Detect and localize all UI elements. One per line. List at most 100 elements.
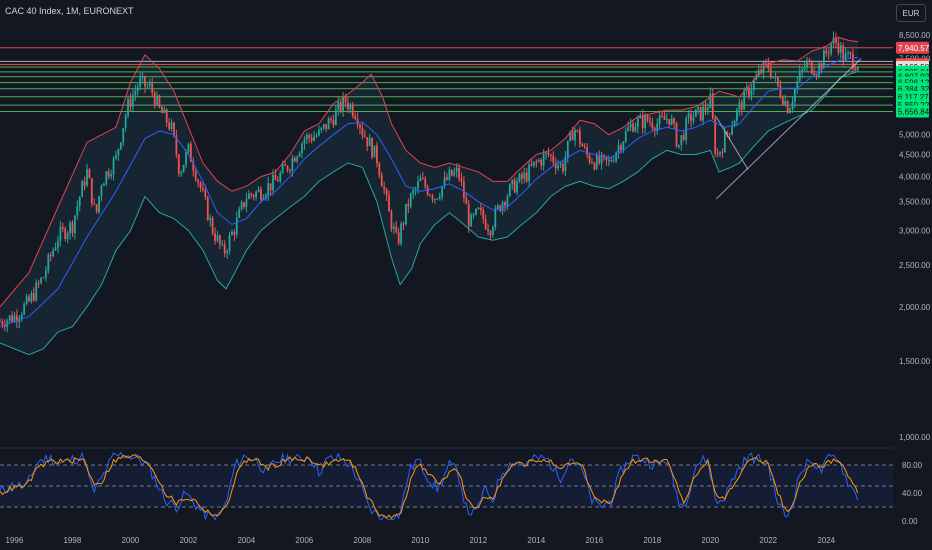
candle-body [847,52,849,54]
candle-body [378,163,381,176]
candle-body [189,143,192,163]
candle-body [397,232,400,244]
candle-body [641,115,644,128]
candle-body [562,163,564,172]
candle-body [436,198,439,200]
rsi-y-tick-label: 40.00 [902,489,923,498]
candle-body [286,165,289,171]
candle-body [508,184,511,197]
candle-body [115,155,117,159]
candle-body [395,226,398,233]
candle-body [52,250,55,256]
level-label-box-0 [896,41,929,54]
candle-body [42,277,45,279]
candle-body [173,122,175,136]
candle-body [612,160,615,162]
candle-body [30,293,33,302]
y-tick-label: 1,500.00 [899,357,931,366]
candle-body [496,205,499,209]
candle-body [255,191,258,198]
candle-body [835,37,837,43]
candle-body [20,314,23,319]
candle-body [656,123,659,132]
candle-body [310,137,313,141]
candle-body [803,67,806,70]
candle-body [692,117,695,121]
candle-body [16,315,18,322]
candle-body [583,146,586,148]
candle-body [762,61,765,73]
candle-body [276,180,279,182]
candle-body [88,169,91,179]
candle-body [794,89,796,102]
symbol-title: CAC 40 Index, 1M, EURONEXT [5,6,134,16]
candle-body [252,195,255,198]
candle-body [107,171,110,177]
candle-body [245,198,248,207]
candle-body [506,196,509,206]
candle-body [211,218,214,234]
candle-body [557,165,560,169]
candle-body [368,138,371,147]
candle-body [102,183,105,186]
candle-body [443,177,446,187]
candle-body [293,158,296,162]
candle-body [400,223,402,244]
candle-body [412,190,415,194]
candle-body [105,171,108,184]
candle-body [462,181,465,199]
candle-body [83,181,86,186]
bollinger-basis-line [0,56,859,328]
candle-body [525,172,528,182]
candle-body [228,235,231,252]
candle-body [66,233,69,239]
candle-body [820,63,823,69]
candle-body [419,178,422,182]
candle-body [487,228,489,232]
candle-body [784,101,787,105]
trendline-1 [715,116,749,170]
candle-body [344,96,347,103]
rsi-series-0 [0,451,859,521]
candle-body [151,83,154,93]
candle-body [250,193,253,196]
candle-body [112,158,115,175]
candle-body [182,164,185,173]
candle-body [680,135,683,145]
candle-body [434,199,436,201]
candle-body [504,202,506,206]
candle-body [484,219,487,229]
candle-body [685,118,688,141]
candle-body [673,118,675,124]
candle-body [334,109,337,126]
candle-body [37,282,40,284]
candle-body [231,231,233,236]
candle-body [839,45,842,53]
candle-body [233,231,236,235]
candle-body [455,167,458,172]
candle-body [774,76,777,78]
candle-body [175,135,178,155]
currency-selector[interactable]: EUR [896,4,926,22]
candle-body [136,86,139,91]
candle-body [165,109,168,123]
candle-body [675,123,678,147]
candle-body [743,90,746,110]
candle-body [216,235,219,241]
candle-body [482,209,485,220]
candle-body [291,158,294,171]
candle-body [537,160,540,162]
candle-body [315,135,318,137]
x-tick-label: 2010 [411,536,429,545]
candle-body [731,126,733,135]
bollinger-band-fill [0,37,859,355]
candle-body [716,153,719,155]
candle-body [192,162,195,171]
candle-body [260,189,262,200]
candle-body [581,143,584,147]
candle-body [349,104,352,110]
candle-body [69,222,71,234]
candle-body [721,151,724,153]
x-tick-label: 2022 [759,536,777,545]
